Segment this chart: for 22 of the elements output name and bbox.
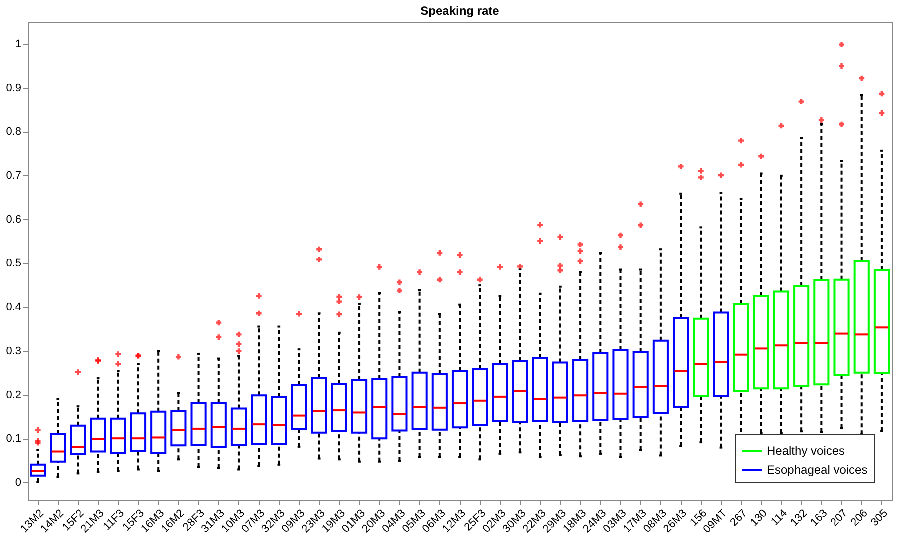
y-tick-label: 0.5 [6,258,22,270]
y-tick-label: 0.9 [6,82,22,94]
x-tick-label: 114 [769,508,790,528]
x-tick-label: 305 [868,508,890,529]
y-tick-label: 0.2 [6,389,22,402]
y-tick-label: 0.3 [6,345,22,358]
y-tick-label: 0 [15,476,22,489]
y-tick-label: 0.4 [6,302,22,314]
chart-title: Speaking rate [420,4,500,18]
x-tick-label: 207 [828,508,850,529]
y-tick-label: 0.7 [6,170,22,182]
x-tick-label: 206 [848,508,870,529]
x-tick-label: 132 [788,508,810,529]
x-tick-label: 163 [808,508,830,529]
legend-label: Esophageal voices [767,463,868,477]
y-tick-label: 0.6 [6,214,22,226]
legend-label: Healthy voices [767,444,846,458]
y-tick-label: 1 [15,38,22,50]
y-tick-label: 0.1 [6,433,22,446]
y-tick-label: 0.8 [6,126,22,138]
x-tick-label: 130 [748,508,770,529]
x-tick-label: 267 [728,508,750,529]
